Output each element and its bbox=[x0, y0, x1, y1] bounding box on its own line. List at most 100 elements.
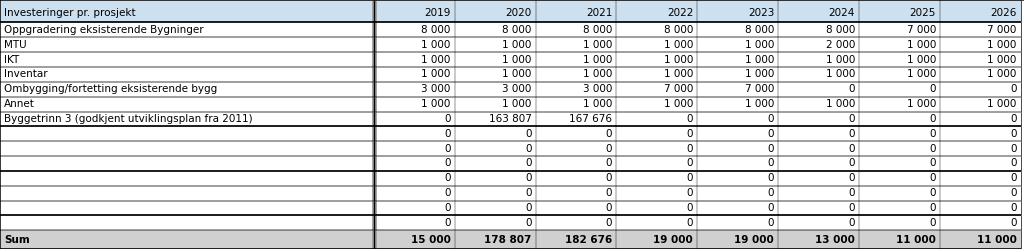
Bar bbox=[455, 215, 536, 230]
Text: 1 000: 1 000 bbox=[502, 99, 531, 109]
Bar bbox=[455, 52, 536, 67]
Text: 1 000: 1 000 bbox=[987, 55, 1017, 64]
Text: 0: 0 bbox=[444, 218, 451, 228]
Bar bbox=[940, 82, 1021, 97]
Bar bbox=[374, 215, 455, 230]
Bar bbox=[697, 141, 778, 156]
Bar bbox=[616, 52, 697, 67]
Text: 7 000: 7 000 bbox=[664, 84, 693, 94]
Text: IKT: IKT bbox=[4, 55, 19, 64]
Bar bbox=[697, 112, 778, 126]
Text: 0: 0 bbox=[768, 129, 774, 139]
Text: 1 000: 1 000 bbox=[421, 69, 451, 79]
Text: 2025: 2025 bbox=[909, 8, 936, 18]
Bar bbox=[0, 215, 374, 230]
Bar bbox=[859, 97, 940, 112]
Text: 0: 0 bbox=[687, 129, 693, 139]
Bar bbox=[778, 52, 859, 67]
Text: 1 000: 1 000 bbox=[744, 69, 774, 79]
Bar bbox=[697, 52, 778, 67]
Text: 0: 0 bbox=[849, 84, 855, 94]
Bar bbox=[778, 171, 859, 186]
Bar bbox=[536, 156, 616, 171]
Bar bbox=[455, 97, 536, 112]
Bar bbox=[536, 186, 616, 201]
Text: 0: 0 bbox=[1011, 188, 1017, 198]
Bar bbox=[940, 186, 1021, 201]
Text: Oppgradering eksisterende Bygninger: Oppgradering eksisterende Bygninger bbox=[4, 25, 204, 35]
Bar bbox=[0, 0, 374, 22]
Bar bbox=[374, 141, 455, 156]
Bar bbox=[374, 112, 455, 126]
Bar bbox=[616, 37, 697, 52]
Text: 0: 0 bbox=[849, 218, 855, 228]
Text: 2022: 2022 bbox=[667, 8, 693, 18]
Bar bbox=[374, 156, 455, 171]
Text: 0: 0 bbox=[606, 144, 612, 154]
Text: 11 000: 11 000 bbox=[896, 235, 936, 245]
Text: 0: 0 bbox=[687, 144, 693, 154]
Bar bbox=[697, 171, 778, 186]
Bar bbox=[0, 82, 374, 97]
Bar bbox=[616, 141, 697, 156]
Text: 3 000: 3 000 bbox=[502, 84, 531, 94]
Text: 8 000: 8 000 bbox=[502, 25, 531, 35]
Text: 0: 0 bbox=[930, 188, 936, 198]
Bar bbox=[778, 112, 859, 126]
Text: 0: 0 bbox=[1011, 218, 1017, 228]
Text: 0: 0 bbox=[606, 218, 612, 228]
Bar bbox=[0, 186, 374, 201]
Text: 0: 0 bbox=[444, 173, 451, 183]
Text: 0: 0 bbox=[687, 159, 693, 169]
Text: 13 000: 13 000 bbox=[815, 235, 855, 245]
Bar bbox=[940, 201, 1021, 215]
Text: 0: 0 bbox=[444, 114, 451, 124]
Text: Sum: Sum bbox=[4, 235, 30, 245]
Text: 1 000: 1 000 bbox=[906, 99, 936, 109]
Bar bbox=[455, 112, 536, 126]
Text: 1 000: 1 000 bbox=[906, 40, 936, 50]
Text: 3 000: 3 000 bbox=[421, 84, 451, 94]
Bar bbox=[778, 67, 859, 82]
Bar bbox=[697, 67, 778, 82]
Text: 2021: 2021 bbox=[586, 8, 612, 18]
Bar bbox=[778, 230, 859, 249]
Text: 0: 0 bbox=[525, 218, 531, 228]
Bar bbox=[374, 0, 455, 22]
Bar bbox=[697, 156, 778, 171]
Bar bbox=[778, 0, 859, 22]
Bar bbox=[374, 82, 455, 97]
Bar bbox=[0, 126, 374, 141]
Bar bbox=[455, 230, 536, 249]
Text: 0: 0 bbox=[606, 173, 612, 183]
Text: 0: 0 bbox=[525, 144, 531, 154]
Text: 0: 0 bbox=[849, 173, 855, 183]
Bar bbox=[859, 112, 940, 126]
Bar bbox=[536, 22, 616, 37]
Bar bbox=[616, 230, 697, 249]
Text: 2026: 2026 bbox=[990, 8, 1017, 18]
Text: 11 000: 11 000 bbox=[977, 235, 1017, 245]
Text: 0: 0 bbox=[525, 159, 531, 169]
Text: 2023: 2023 bbox=[748, 8, 774, 18]
Bar bbox=[859, 82, 940, 97]
Bar bbox=[616, 0, 697, 22]
Text: 0: 0 bbox=[930, 159, 936, 169]
Bar bbox=[697, 215, 778, 230]
Bar bbox=[616, 82, 697, 97]
Bar bbox=[536, 112, 616, 126]
Text: 0: 0 bbox=[768, 173, 774, 183]
Text: 1 000: 1 000 bbox=[664, 99, 693, 109]
Text: 1 000: 1 000 bbox=[583, 55, 612, 64]
Text: 0: 0 bbox=[930, 144, 936, 154]
Bar bbox=[536, 215, 616, 230]
Text: 1 000: 1 000 bbox=[825, 99, 855, 109]
Text: 1 000: 1 000 bbox=[744, 40, 774, 50]
Text: 0: 0 bbox=[606, 129, 612, 139]
Bar bbox=[616, 112, 697, 126]
Text: 7 000: 7 000 bbox=[987, 25, 1017, 35]
Bar bbox=[697, 0, 778, 22]
Text: 0: 0 bbox=[930, 129, 936, 139]
Text: 1 000: 1 000 bbox=[987, 40, 1017, 50]
Text: 1 000: 1 000 bbox=[502, 40, 531, 50]
